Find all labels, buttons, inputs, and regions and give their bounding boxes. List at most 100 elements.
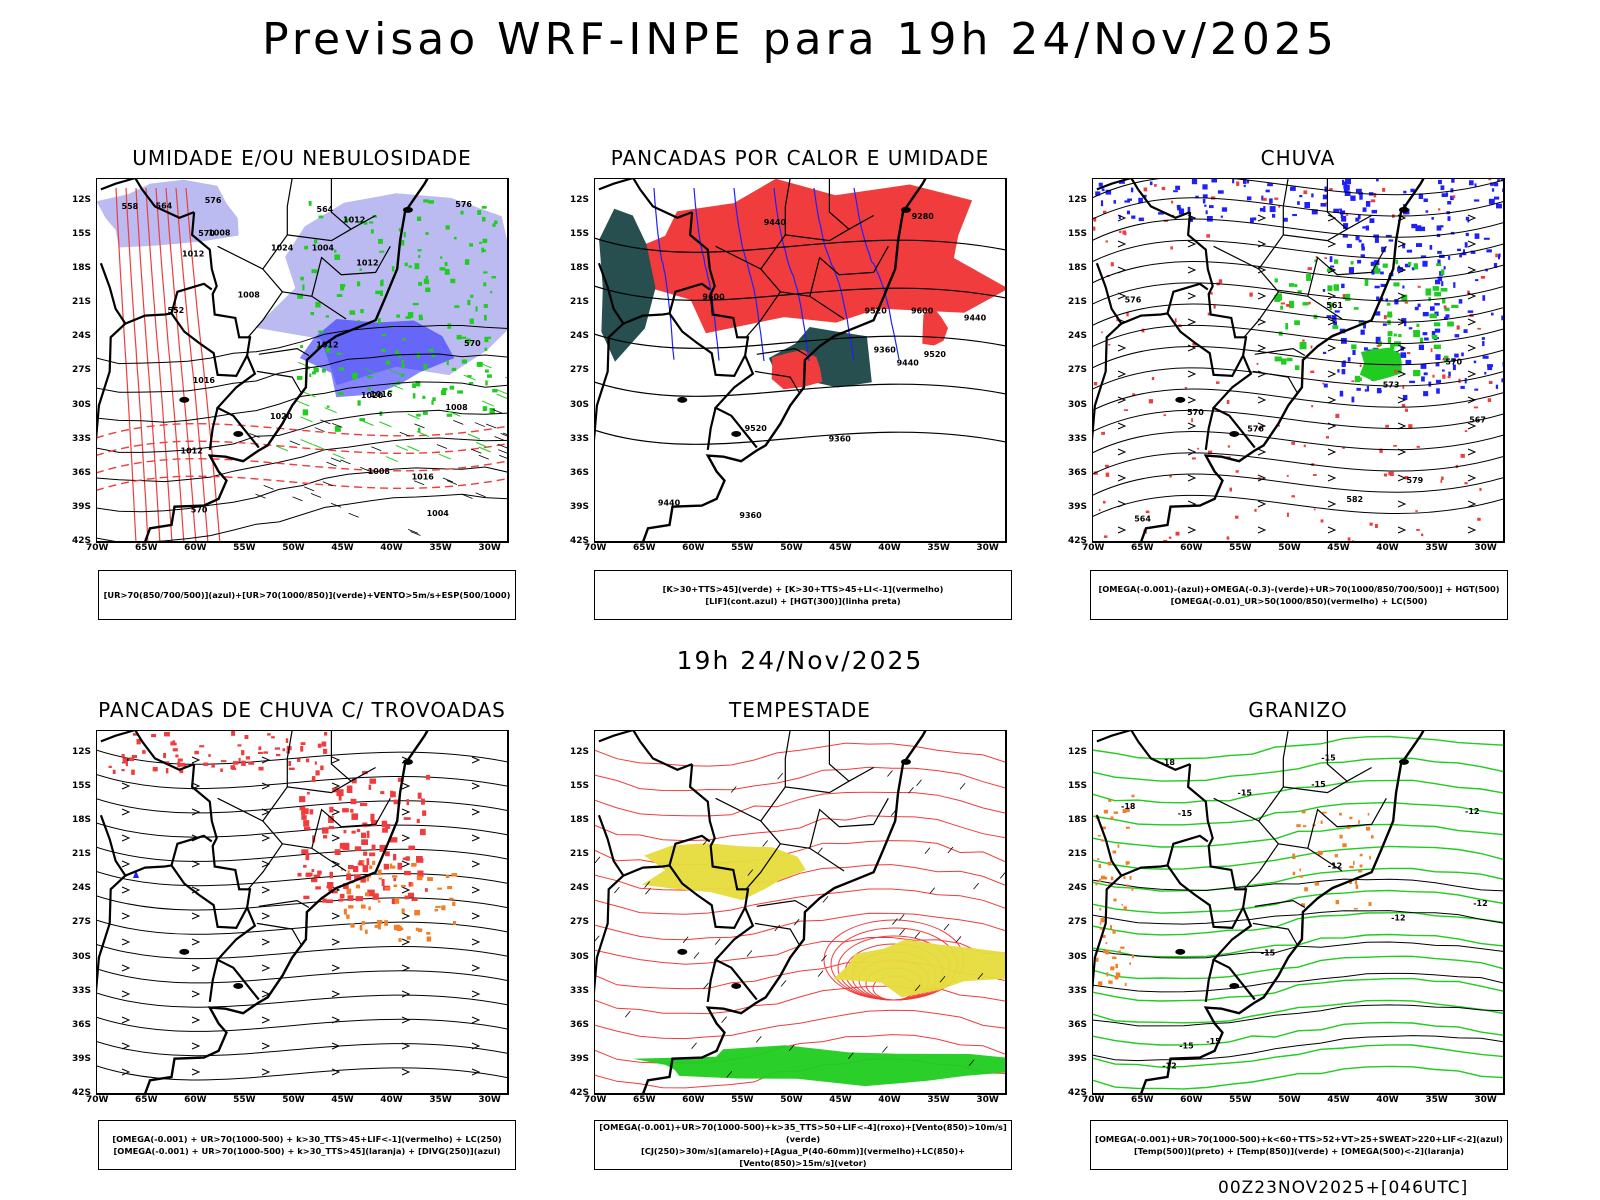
legend-line: [Temp(500)](preto) + [Temp(850)](verde) … [1133, 1146, 1465, 1156]
thunderstorm-orange [415, 927, 419, 931]
wind-vector [726, 1070, 733, 1078]
omega-red [1376, 345, 1381, 347]
border-line [784, 730, 791, 787]
humidity-low-levels [418, 255, 421, 258]
wind-vector [682, 936, 689, 944]
lat-tick-label: 30S [570, 951, 590, 962]
omega500-orange [1108, 980, 1113, 984]
omega-blue [1131, 215, 1136, 219]
omega-green [1334, 259, 1339, 264]
thunderstorm-orange [369, 865, 373, 869]
contour-label: 573 [1383, 380, 1400, 389]
humidity-low-levels [412, 393, 416, 399]
map-background [594, 730, 1006, 1094]
humidity-low-levels [408, 265, 412, 268]
lake-mark [1229, 430, 1240, 437]
omega-red [1342, 446, 1345, 449]
lon-tick-label: 30W [1474, 1095, 1497, 1105]
lon-tick-label: 30W [1474, 543, 1497, 553]
border-line [330, 730, 352, 782]
omega-blue [1177, 207, 1182, 211]
thunderstorm-red [177, 761, 181, 768]
omega-red [1345, 214, 1349, 216]
omega-blue [1342, 234, 1348, 238]
streamline-arrow [401, 782, 411, 790]
legend-pancadas-calor: [K>30+TTS>45](verde) + [K>30+TTS>45+LI<-… [594, 570, 1012, 620]
omega-blue [1127, 198, 1132, 201]
hgt500-contour [1092, 452, 1504, 475]
border-line [1166, 864, 1245, 930]
contour-label: 1008 [208, 229, 231, 238]
omega500-orange [1126, 884, 1129, 889]
humidity-low-levels [482, 406, 488, 411]
humidity-low-levels [403, 231, 406, 238]
omega-blue [1450, 195, 1454, 201]
humidity-low-levels [326, 405, 330, 408]
omega-red [1311, 405, 1314, 408]
omega-blue [1265, 189, 1270, 193]
omega-red [1320, 519, 1324, 523]
omega500-orange [1123, 906, 1127, 911]
omega-red [1404, 301, 1409, 304]
humidity-low-levels [422, 411, 428, 415]
thickness-contour [135, 187, 161, 542]
wind-vector [408, 528, 419, 534]
wind-vector [947, 846, 954, 854]
contour-label: -12 [1465, 807, 1479, 816]
mid-time-label: 19h 24/Nov/2025 [676, 646, 924, 675]
wind-vector [385, 456, 399, 463]
lon-tick-label: 60W [184, 543, 207, 553]
lon-tick-label: 45W [1327, 1095, 1350, 1105]
omega-red [1105, 240, 1108, 243]
omega-red [1119, 230, 1122, 234]
omega-blue [1344, 184, 1350, 191]
omega-red [1393, 445, 1397, 447]
omega-red [1382, 188, 1386, 192]
humidity-low-levels [416, 352, 420, 358]
border-line [1166, 312, 1245, 378]
streamline-arrow [1327, 474, 1337, 482]
wind-vector [442, 477, 454, 483]
contour-label: 570 [198, 229, 215, 238]
thunderstorm-red [303, 895, 310, 900]
humidity-low-levels [482, 249, 486, 252]
omega-green [1436, 263, 1442, 267]
thunderstorm-red [355, 896, 363, 902]
omega-red [1192, 342, 1197, 346]
border-line [1326, 730, 1348, 782]
contour-label: 9520 [924, 350, 947, 359]
thickness-contour [125, 187, 149, 542]
wind-vector [364, 368, 378, 374]
streamline-arrow [1187, 526, 1197, 534]
omega-green [1401, 294, 1408, 302]
streamline-arrow [471, 886, 481, 894]
thunderstorm-red [354, 874, 361, 881]
omega-red [1347, 537, 1351, 541]
streamline [96, 992, 508, 1008]
streamline-arrow [1257, 266, 1267, 274]
streamline-arrow [1327, 396, 1337, 404]
pressure-contour [96, 325, 508, 365]
omega-blue [1385, 234, 1392, 238]
lon-tick-label: 50W [780, 543, 803, 553]
omega-green [1390, 344, 1395, 350]
omega-blue [1269, 206, 1276, 213]
omega-blue [1486, 249, 1492, 253]
humidity-low-levels [380, 290, 383, 296]
thunderstorm-red [112, 769, 116, 774]
map-canvas [96, 730, 509, 1095]
streamline-arrow [1187, 344, 1197, 352]
temp850-contour [1092, 801, 1504, 826]
omega-blue [1394, 299, 1399, 305]
omega500-orange [1125, 826, 1130, 829]
border-line [1092, 874, 1123, 999]
streamline-arrow [121, 886, 131, 894]
omega-blue [1371, 269, 1375, 275]
omega-red [1369, 522, 1373, 526]
omega-blue [1410, 188, 1415, 193]
omega-blue [1376, 296, 1380, 301]
omega-red [1218, 279, 1223, 284]
omega-blue [1243, 178, 1247, 184]
border-line [809, 246, 889, 297]
omega-red [1480, 276, 1486, 279]
